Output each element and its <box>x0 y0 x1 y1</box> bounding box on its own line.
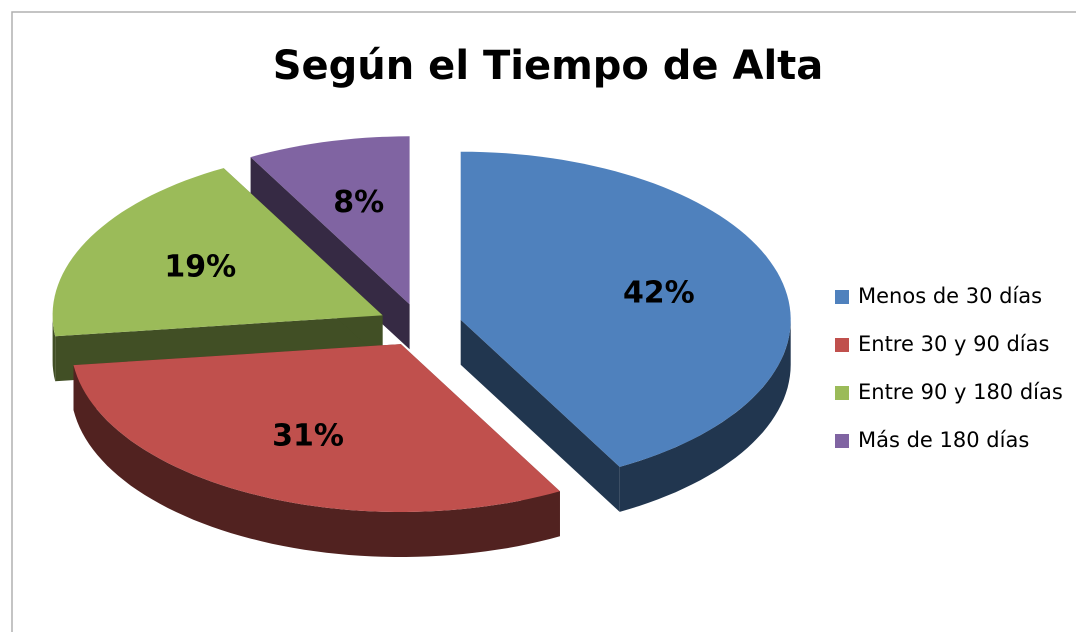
legend-label: Más de 180 días <box>858 428 1029 452</box>
legend-label: Entre 90 y 180 días <box>858 380 1063 404</box>
slice-top <box>73 344 560 512</box>
legend-swatch <box>835 290 849 304</box>
legend-label: Menos de 30 días <box>858 284 1042 308</box>
chart-title: Según el Tiempo de Alta <box>273 43 824 89</box>
slice-top <box>250 136 410 305</box>
legend-swatch <box>835 338 849 352</box>
legend-swatch <box>835 386 849 400</box>
slice-rim <box>619 319 791 512</box>
slice-top <box>460 151 791 467</box>
slice-rim <box>73 365 560 557</box>
legend-label: Entre 30 y 90 días <box>858 332 1049 356</box>
slice-top <box>52 168 383 337</box>
data-label: 8% <box>333 185 384 220</box>
data-label: 19% <box>164 250 236 285</box>
data-label: 31% <box>272 418 344 453</box>
slice: 8% <box>250 136 410 350</box>
slice: 31% <box>73 344 560 557</box>
slice: 42% <box>460 151 791 512</box>
slice-side <box>250 157 410 350</box>
legend-swatch <box>835 434 849 448</box>
slice-side <box>460 319 620 512</box>
data-label: 42% <box>623 275 695 310</box>
slice-rim <box>52 315 56 382</box>
